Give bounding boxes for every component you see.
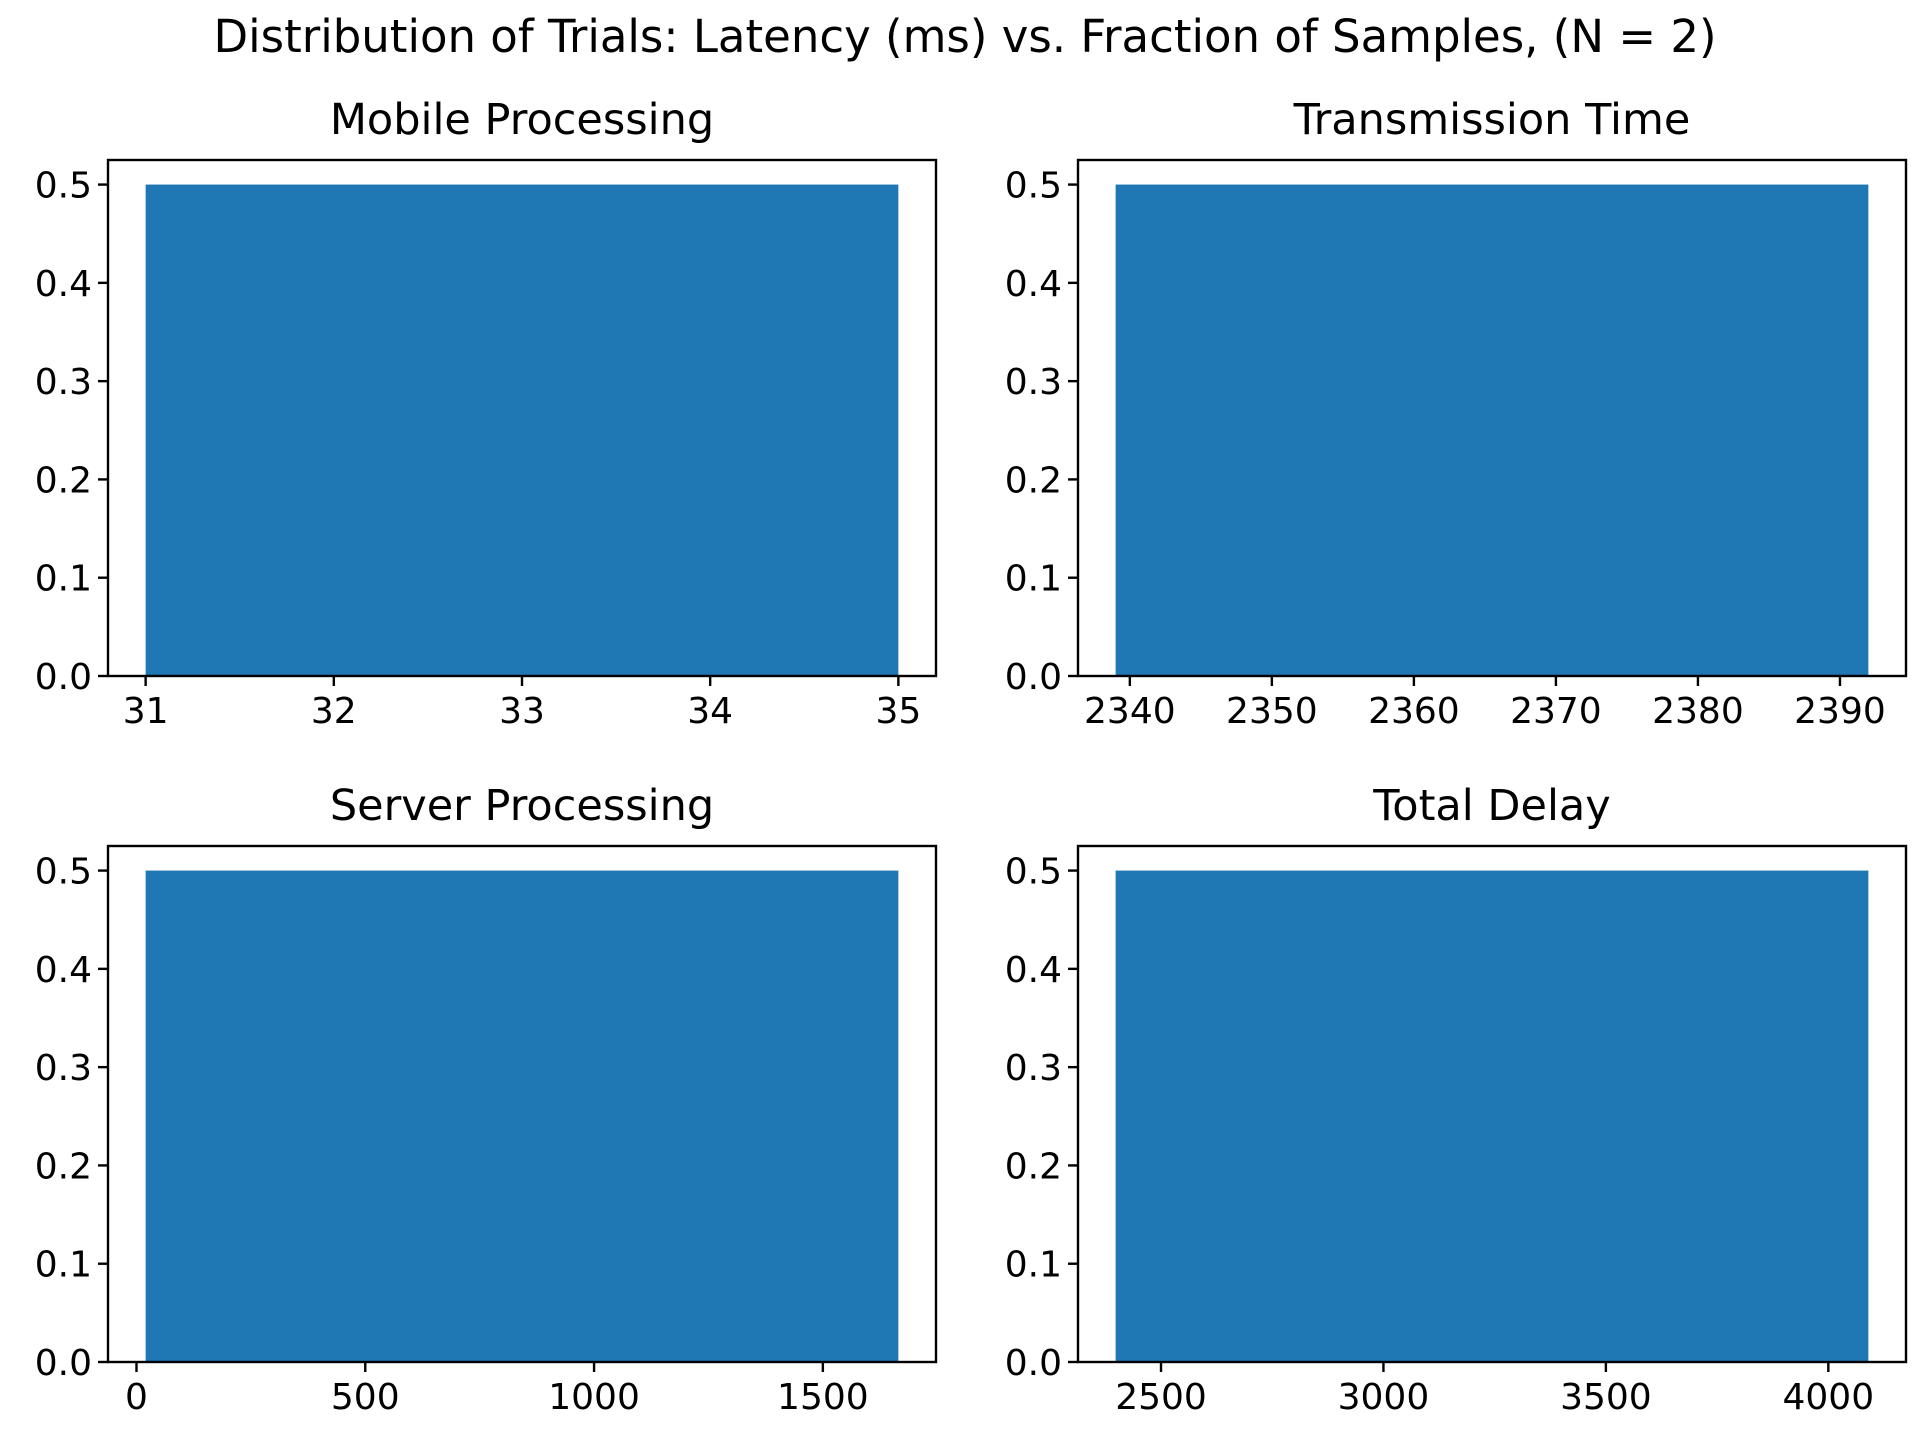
total-delay-ytick-label: 0.4 (1005, 950, 1062, 991)
transmission-time-bar (1115, 184, 1869, 677)
transmission-time-ytick-label: 0.3 (1005, 362, 1062, 403)
total-delay-ytick-label: 0.0 (1005, 1343, 1062, 1384)
mobile-processing-ytick-label: 0.5 (35, 166, 92, 207)
mobile-processing-xtick-label: 32 (311, 691, 357, 732)
mobile-processing-xtick-label: 35 (875, 691, 921, 732)
server-processing-xtick-label: 500 (331, 1377, 400, 1418)
total-delay-ytick-label: 0.3 (1005, 1048, 1062, 1089)
transmission-time-xtick-label: 2360 (1368, 691, 1460, 732)
server-processing-xtick-label: 1000 (548, 1377, 640, 1418)
transmission-time-ytick-label: 0.4 (1005, 264, 1062, 305)
total-delay-xtick-label: 3500 (1560, 1377, 1652, 1418)
mobile-processing-title: Mobile Processing (330, 95, 714, 145)
total-delay-xtick-label: 3000 (1338, 1377, 1430, 1418)
server-processing-bar (145, 870, 899, 1362)
transmission-time-panel: 2340 2350 2360 2370 2380 2390 0.0 0.1 0.2 0.3 0.4 0… (1005, 95, 1908, 732)
mobile-processing-bar (145, 184, 899, 677)
transmission-time-ytick-label: 0.2 (1005, 460, 1062, 501)
server-processing-ytick-label: 0.1 (35, 1245, 92, 1286)
mobile-processing-xtick-label: 34 (687, 691, 733, 732)
mobile-processing-ytick-label: 0.0 (35, 657, 92, 698)
server-processing-ytick-label: 0.0 (35, 1343, 92, 1384)
transmission-time-ytick-label: 0.5 (1005, 166, 1062, 207)
total-delay-ytick-label: 0.2 (1005, 1146, 1062, 1187)
server-processing-ytick-label: 0.5 (35, 852, 92, 893)
total-delay-title: Total Delay (1372, 781, 1610, 831)
server-processing-xtick-label: 0 (125, 1377, 148, 1418)
server-processing-panel: 0 500 1000 1500 0.0 0.1 0.2 0.3 0.4 0.5 Server Pro… (35, 781, 938, 1418)
total-delay-ytick-label: 0.1 (1005, 1245, 1062, 1286)
transmission-time-xtick-label: 2390 (1794, 691, 1886, 732)
total-delay-bar (1115, 870, 1869, 1362)
server-processing-ytick-label: 0.3 (35, 1048, 92, 1089)
server-processing-axes-frame (106, 844, 938, 1364)
mobile-processing-panel: 31 32 33 34 35 0.0 0.1 0.2 0.3 0.4 0.5 Mobile Proce… (35, 95, 938, 732)
transmission-time-xtick-label: 2370 (1510, 691, 1602, 732)
total-delay-panel: 2500 3000 3500 4000 0.0 0.1 0.2 0.3 0.4 0.5 Total … (1005, 781, 1908, 1418)
total-delay-axes-frame (1076, 844, 1908, 1364)
mobile-processing-ytick-label: 0.1 (35, 559, 92, 600)
transmission-time-xtick-label: 2380 (1652, 691, 1744, 732)
transmission-time-ytick-label: 0.0 (1005, 657, 1062, 698)
transmission-time-axes-frame (1076, 158, 1908, 678)
transmission-time-ytick-label: 0.1 (1005, 559, 1062, 600)
mobile-processing-xtick-label: 33 (499, 691, 545, 732)
figure-suptitle: Distribution of Trials: Latency (ms) vs.… (213, 10, 1716, 63)
total-delay-xtick-label: 4000 (1783, 1377, 1875, 1418)
server-processing-xtick-label: 1500 (777, 1377, 869, 1418)
server-processing-title: Server Processing (330, 781, 714, 831)
transmission-time-xtick-label: 2350 (1226, 691, 1318, 732)
mobile-processing-ytick-label: 0.3 (35, 362, 92, 403)
server-processing-ytick-label: 0.2 (35, 1146, 92, 1187)
transmission-time-xtick-label: 2340 (1084, 691, 1176, 732)
mobile-processing-ytick-label: 0.2 (35, 460, 92, 501)
mobile-processing-xtick-label: 31 (123, 691, 169, 732)
total-delay-ytick-label: 0.5 (1005, 852, 1062, 893)
total-delay-xtick-label: 2500 (1115, 1377, 1207, 1418)
mobile-processing-ytick-label: 0.4 (35, 264, 92, 305)
server-processing-ytick-label: 0.4 (35, 950, 92, 991)
transmission-time-title: Transmission Time (1293, 95, 1691, 145)
